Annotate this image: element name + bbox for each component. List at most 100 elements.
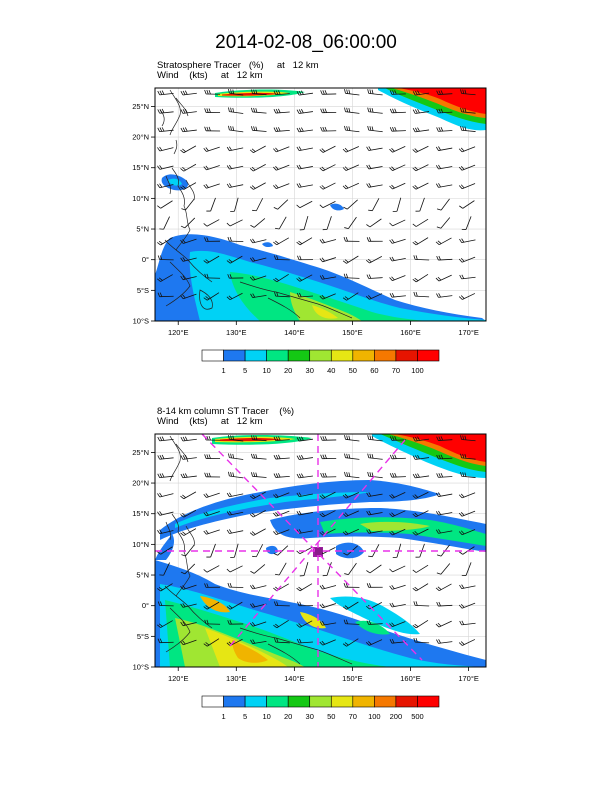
- wind-barb: [273, 436, 290, 442]
- wind-barb: [342, 255, 359, 264]
- wind-barb: [204, 89, 221, 95]
- wind-barb: [180, 257, 197, 262]
- colorbar-label: 100: [368, 712, 381, 721]
- wind-barb: [180, 127, 197, 133]
- lat-label: 25°N: [132, 102, 149, 111]
- wind-barb: [180, 603, 197, 608]
- wind-barb: [227, 274, 244, 279]
- wind-barb: [460, 453, 476, 460]
- wind-barb: [180, 491, 197, 500]
- colorbar-label: 1: [221, 712, 225, 721]
- wind-barb: [412, 273, 429, 283]
- wind-barb: [203, 165, 220, 171]
- wind-barb: [227, 236, 244, 242]
- wind-barb: [273, 473, 290, 478]
- wind-barb: [367, 471, 383, 479]
- wind-barb: [249, 164, 266, 172]
- wind-barb: [204, 454, 221, 460]
- lon-label: 150°E: [342, 674, 363, 683]
- wind-barb: [365, 639, 383, 646]
- wind-barb: [367, 107, 383, 114]
- panel1-title-tracer: Stratosphere Tracer (%) at 12 km: [157, 60, 319, 71]
- wind-barb: [228, 453, 244, 460]
- wind-barb: [180, 163, 197, 172]
- wind-barb: [273, 108, 290, 114]
- colorbar-box: [395, 695, 418, 708]
- wind-barb: [343, 237, 360, 242]
- wind-barb: [180, 584, 197, 590]
- wind-barb: [296, 108, 313, 114]
- wind-barb: [413, 637, 430, 644]
- wind-barb: [203, 255, 220, 264]
- wind-barb: [366, 274, 383, 279]
- wind-barb: [180, 509, 197, 518]
- lat-label: 25°N: [132, 448, 149, 457]
- wind-barb: [344, 435, 360, 442]
- wind-barb: [436, 217, 451, 229]
- wind-barb: [412, 164, 429, 172]
- wind-barb: [157, 436, 174, 442]
- cross-section-diagonal-sw-ne: [229, 439, 406, 647]
- lon-label: 150°E: [342, 328, 363, 337]
- wind-barb: [366, 164, 383, 170]
- colorbar-box: [287, 349, 311, 362]
- wind-barb: [319, 603, 337, 609]
- wind-barb: [319, 584, 337, 590]
- wind-barb: [273, 90, 290, 96]
- wind-barb: [297, 601, 313, 607]
- wind-barb: [180, 436, 197, 442]
- wind-barb: [273, 492, 290, 499]
- colorbar-label: 20: [284, 712, 292, 721]
- wind-barb: [228, 125, 244, 133]
- wind-barb: [435, 620, 452, 628]
- wind-barb: [366, 492, 383, 497]
- wind-barb: [204, 108, 221, 114]
- wind-barb: [319, 293, 336, 300]
- wind-barb: [460, 435, 476, 442]
- wind-barb: [344, 125, 360, 133]
- wind-barb: [342, 510, 360, 517]
- page-title: 2014-02-08_06:00:00: [215, 32, 397, 53]
- wind-barb: [273, 255, 290, 261]
- wind-barb: [227, 620, 244, 625]
- wind-barb: [389, 436, 406, 441]
- wind-barb: [319, 257, 337, 263]
- wind-barb: [435, 183, 453, 188]
- colorbar-label: 10: [262, 366, 270, 375]
- wind-barb: [366, 529, 383, 534]
- wind-barb: [296, 436, 313, 442]
- cross-section-marker: [315, 548, 322, 555]
- wind-barb: [458, 164, 476, 171]
- wind-barb: [273, 529, 290, 536]
- wind-barb: [157, 200, 173, 209]
- wind-barb: [296, 274, 313, 282]
- wind-barb: [227, 582, 244, 588]
- lat-label: 10°N: [132, 194, 149, 203]
- wind-barb: [458, 492, 476, 499]
- wind-barb: [460, 89, 476, 96]
- wind-barb: [296, 492, 313, 497]
- colorbar-box: [395, 349, 418, 362]
- wind-barb: [226, 601, 243, 610]
- colorbar-label: 70: [349, 712, 357, 721]
- wind-barb: [157, 583, 173, 592]
- wind-barb: [415, 197, 425, 212]
- wind-barb: [319, 238, 337, 244]
- wind-barb: [251, 107, 267, 114]
- wind-barb: [226, 164, 244, 170]
- wind-barb: [459, 620, 476, 626]
- wind-barb: [458, 510, 476, 517]
- wind-barb: [320, 90, 337, 95]
- wind-barb: [435, 492, 453, 497]
- lon-label: 120°E: [168, 328, 189, 337]
- colorbar-box: [266, 695, 289, 708]
- wind-barb: [203, 292, 220, 301]
- wind-barb: [322, 562, 332, 577]
- lat-label: 5°S: [137, 632, 149, 641]
- wind-barb: [204, 237, 221, 242]
- wind-barb: [180, 108, 197, 114]
- wind-barb: [461, 562, 472, 576]
- wind-barb: [366, 237, 383, 242]
- wind-barb: [436, 563, 451, 575]
- wind-barb: [180, 621, 197, 627]
